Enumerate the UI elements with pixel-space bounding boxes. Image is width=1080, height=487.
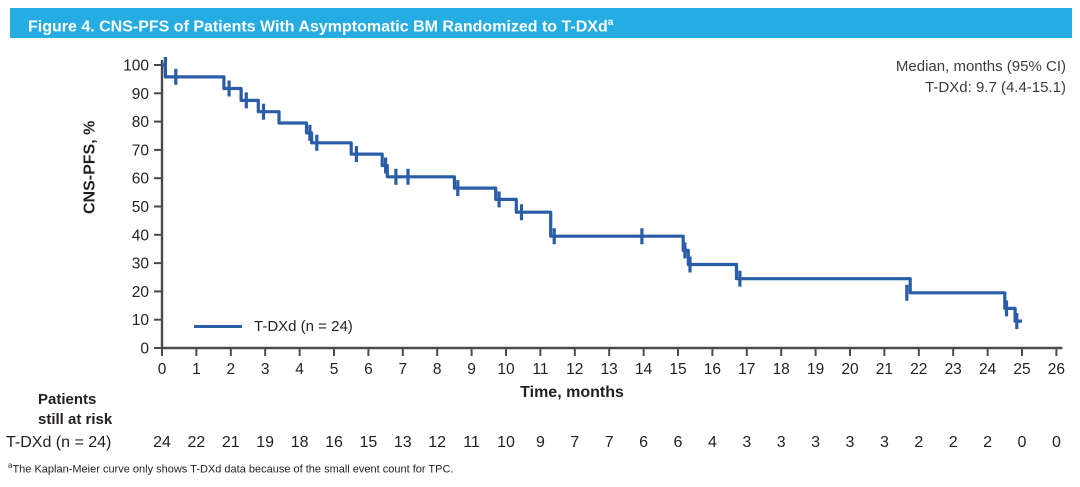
x-tick-label: 17	[738, 361, 755, 378]
risk-count: 12	[428, 434, 447, 451]
risk-count: 13	[393, 434, 412, 451]
y-tick-label: 100	[123, 58, 149, 75]
risk-count: 4	[707, 434, 717, 451]
x-tick-label: 5	[330, 361, 339, 378]
risk-count: 6	[673, 434, 683, 451]
risk-count: 3	[776, 434, 786, 451]
figure-title: Figure 4. CNS-PFS of Patients With Asymp…	[28, 18, 608, 36]
x-tick-label: 18	[773, 361, 790, 378]
footnote: aThe Kaplan-Meier curve only shows T-DXd…	[8, 461, 454, 476]
risk-count: 0	[1017, 434, 1027, 451]
x-tick-label: 23	[945, 361, 962, 378]
y-tick-label: 80	[132, 114, 150, 131]
x-tick-label: 25	[1013, 361, 1030, 378]
x-tick-label: 19	[807, 361, 824, 378]
risk-count: 0	[1051, 434, 1061, 451]
x-tick-label: 14	[635, 361, 653, 378]
risk-count: 2	[983, 434, 993, 451]
risk-count: 2	[948, 434, 958, 451]
x-tick-label: 3	[261, 361, 270, 378]
y-tick-label: 60	[132, 171, 150, 188]
y-tick-label: 90	[132, 86, 150, 103]
risk-count: 22	[187, 434, 206, 451]
y-axis-title: CNS-PFS, %	[81, 120, 99, 214]
y-tick-label: 70	[132, 142, 150, 159]
x-tick-label: 10	[497, 361, 515, 378]
risk-count: 24	[153, 434, 171, 451]
risk-count: 18	[290, 434, 309, 451]
risk-count: 19	[256, 434, 275, 451]
y-tick-label: 0	[140, 341, 149, 358]
legend-label: T-DXd (n = 24)	[254, 318, 353, 335]
x-tick-label: 16	[704, 361, 721, 378]
risk-table-header: Patients still at risk	[38, 391, 113, 428]
risk-count: 7	[604, 434, 614, 451]
footnote-text: The Kaplan-Meier curve only shows T-DXd …	[12, 463, 454, 476]
x-tick-label: 13	[601, 361, 618, 378]
risk-row-label: T-DXd (n = 24)	[6, 434, 112, 451]
risk-count: 7	[570, 434, 580, 451]
risk-count: 15	[359, 434, 378, 451]
y-tick-label: 20	[132, 284, 150, 301]
km-curve	[162, 63, 1022, 323]
legend-line-swatch	[194, 325, 242, 328]
risk-count: 3	[742, 434, 752, 451]
y-tick-label: 40	[132, 227, 150, 244]
x-tick-label: 6	[364, 361, 373, 378]
x-tick-label: 12	[566, 361, 583, 378]
risk-count: 11	[463, 434, 480, 451]
y-tick-label: 50	[132, 199, 150, 216]
figure-title-superscript: a	[607, 17, 614, 28]
x-tick-label: 2	[226, 361, 235, 378]
x-tick-label: 15	[669, 361, 686, 378]
risk-count: 21	[221, 434, 240, 451]
x-tick-label: 20	[841, 361, 859, 378]
x-tick-label: 0	[158, 361, 167, 378]
x-tick-label: 9	[467, 361, 476, 378]
x-tick-label: 22	[910, 361, 927, 378]
risk-count: 2	[914, 434, 924, 451]
footnote-marker: a	[8, 461, 13, 470]
x-tick-label: 8	[433, 361, 442, 378]
risk-count: 6	[639, 434, 649, 451]
y-tick-label: 30	[132, 256, 150, 273]
median-annotation-value: T-DXd: 9.7 (4.4-15.1)	[925, 79, 1066, 96]
title-bar: Figure 4. CNS-PFS of Patients With Asymp…	[10, 8, 1072, 38]
risk-count: 3	[811, 434, 821, 451]
x-tick-label: 26	[1048, 361, 1065, 378]
x-tick-label: 11	[532, 361, 548, 378]
risk-count: 9	[535, 434, 545, 451]
x-axis-title: Time, months	[520, 384, 624, 401]
y-tick-label: 10	[132, 312, 150, 329]
median-annotation-header: Median, months (95% CI)	[895, 58, 1066, 75]
x-tick-label: 7	[398, 361, 407, 378]
risk-count: 3	[845, 434, 855, 451]
x-tick-label: 24	[979, 361, 997, 378]
legend: T-DXd (n = 24)	[194, 318, 353, 335]
risk-count: 16	[325, 434, 343, 451]
x-tick-label: 1	[192, 361, 201, 378]
x-tick-label: 21	[876, 361, 893, 378]
x-tick-label: 4	[295, 361, 304, 378]
median-annotation: Median, months (95% CI) T-DXd: 9.7 (4.4-…	[896, 56, 1066, 98]
risk-count: 3	[879, 434, 889, 451]
risk-count: 10	[497, 434, 515, 451]
